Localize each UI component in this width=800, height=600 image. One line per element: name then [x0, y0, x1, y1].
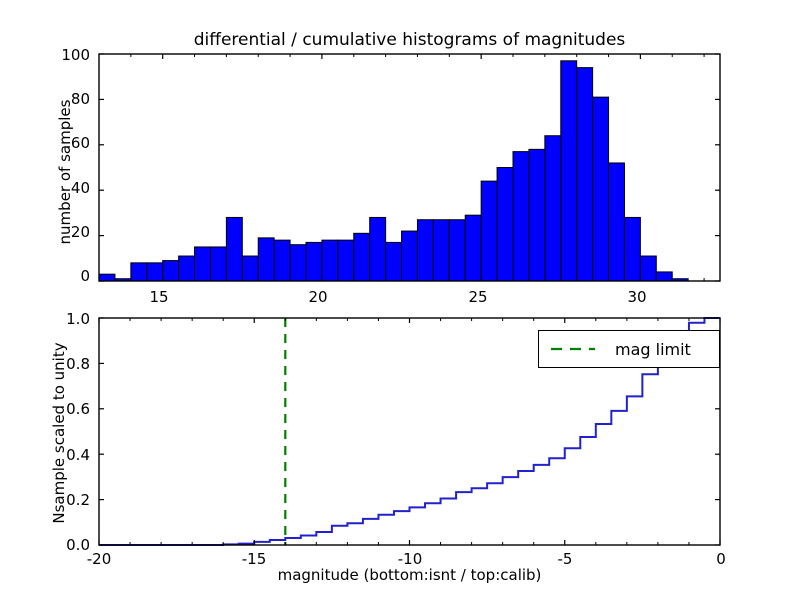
- top-axes-spines: [98, 53, 721, 282]
- bottom-ytick-0-0: 0.0: [66, 536, 90, 554]
- histogram-bar: [146, 262, 164, 282]
- top-xtick-20: 20: [308, 288, 328, 306]
- histogram-bar: [209, 246, 227, 282]
- histogram-bar: [194, 246, 211, 282]
- legend-label-mag-limit: mag limit: [615, 339, 691, 359]
- histogram-bar: [639, 255, 657, 282]
- histogram-bar: [321, 239, 339, 282]
- histogram-bars: [98, 60, 689, 282]
- histogram-bar: [496, 167, 514, 282]
- top-ytick-100: 100: [61, 46, 90, 64]
- histogram-bar: [623, 216, 641, 282]
- bottom-xtick-0: 0: [716, 550, 726, 568]
- legend-dash-swatch: [551, 347, 595, 351]
- histogram-bar: [98, 273, 116, 282]
- top-panel-frame: [98, 53, 721, 282]
- bottom-xtick-minus5: -5: [557, 550, 573, 568]
- bottom-xtick-minus20: -20: [86, 550, 112, 568]
- histogram-bar: [273, 239, 291, 282]
- histogram-bar: [385, 241, 403, 282]
- top-ytick-40: 40: [70, 179, 90, 197]
- page-title: differential / cumulative histograms of …: [193, 30, 626, 50]
- histogram-bar: [512, 151, 530, 282]
- histogram-bar: [225, 216, 243, 282]
- bottom-ytick-0-4: 0.4: [66, 446, 90, 464]
- histogram-bar: [401, 230, 418, 282]
- bottom-ytick-0-8: 0.8: [66, 355, 90, 373]
- legend: mag limit: [538, 330, 720, 368]
- histogram-bar: [257, 237, 275, 282]
- histogram-bar: [241, 255, 259, 282]
- histogram-bar: [305, 241, 323, 282]
- histogram-bar: [130, 262, 148, 282]
- histogram-bar: [416, 219, 434, 282]
- bottom-ytick-0-2: 0.2: [66, 491, 90, 509]
- histogram-bar: [178, 255, 196, 282]
- histogram-bar: [369, 216, 387, 282]
- bottom-panel-ylabel: Nsample scaled to unity: [50, 342, 68, 524]
- bottom-ytick-1-0: 1.0: [66, 310, 90, 328]
- histogram-bar: [162, 260, 180, 282]
- histogram-bar: [114, 278, 132, 282]
- histogram-bar: [592, 96, 610, 282]
- top-ytick-20: 20: [70, 223, 90, 241]
- histogram-bar: [544, 135, 562, 282]
- histogram-bar: [289, 244, 307, 282]
- bottom-xtick-minus15: -15: [241, 550, 267, 568]
- bottom-xtick-minus10: -10: [397, 550, 423, 568]
- histogram-bar: [560, 60, 578, 282]
- histogram-bar: [655, 271, 673, 282]
- histogram-bar: [464, 214, 482, 282]
- bottom-panel-xlabel: magnitude (bottom:isnt / top:calib): [277, 566, 542, 584]
- histogram-bar: [528, 148, 546, 282]
- histogram-bar: [337, 239, 355, 282]
- histogram-bar: [608, 162, 625, 282]
- histogram-bar: [480, 180, 498, 282]
- top-xtick-15: 15: [149, 288, 169, 306]
- histogram-bar: [353, 232, 371, 282]
- top-ytick-0: 0: [80, 267, 90, 285]
- top-xtick-25: 25: [468, 288, 488, 306]
- histogram-bar: [576, 67, 594, 282]
- histogram-bar: [432, 219, 450, 282]
- histogram-bar: [671, 278, 689, 282]
- top-xtick-30: 30: [627, 288, 647, 306]
- histogram-bar: [448, 219, 466, 282]
- top-ytick-60: 60: [70, 134, 90, 152]
- top-ytick-80: 80: [70, 90, 90, 108]
- bottom-ytick-0-6: 0.6: [66, 400, 90, 418]
